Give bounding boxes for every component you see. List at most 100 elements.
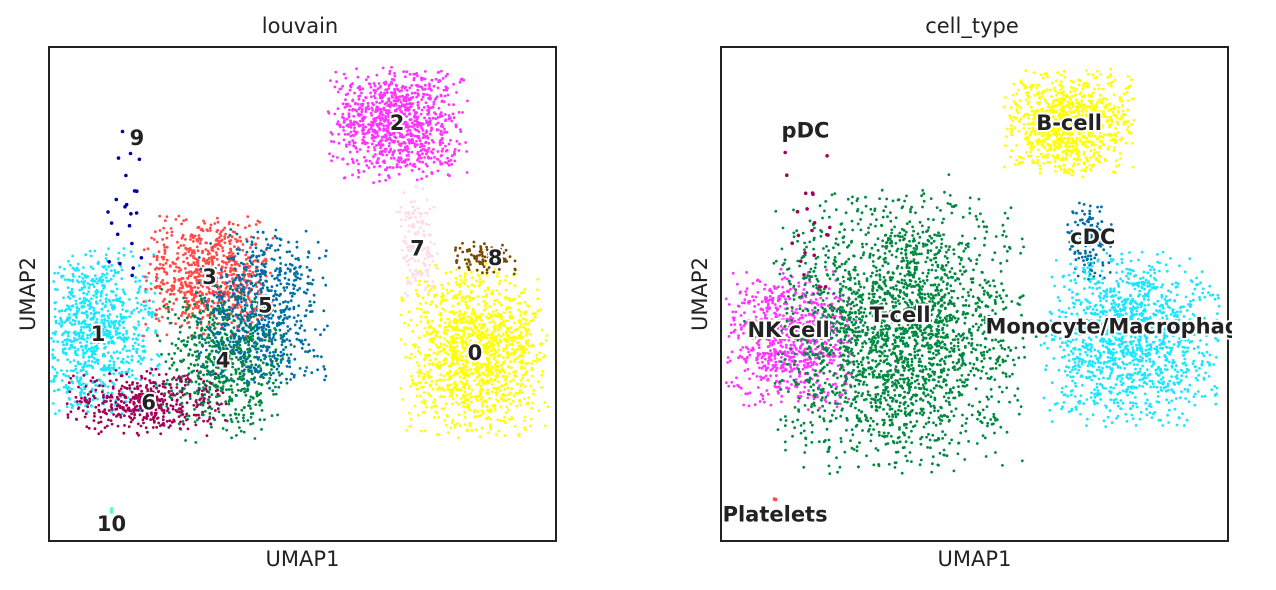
cell-point (478, 379, 482, 383)
cell-point (167, 411, 171, 414)
cell-point (160, 353, 163, 356)
cell-point (375, 105, 379, 109)
cell-point (162, 267, 166, 271)
cell-point (512, 378, 515, 382)
cell-point (178, 286, 182, 290)
cell-point (344, 93, 348, 97)
cell-point (81, 334, 85, 338)
cell-point (524, 310, 528, 314)
cell-point (275, 357, 279, 361)
cell-point (442, 298, 446, 302)
cell-point (289, 353, 293, 356)
cell-point (466, 355, 470, 358)
cell-point (449, 139, 452, 142)
cell-point (473, 357, 477, 361)
cell-point (379, 85, 382, 89)
cell-point (215, 257, 219, 261)
cell-point (191, 314, 195, 317)
cell-point (216, 340, 219, 344)
cell-point (235, 416, 238, 420)
cell-point (434, 77, 438, 81)
cell-point (193, 331, 197, 335)
cell-point (346, 123, 350, 127)
cell-point (379, 119, 382, 122)
cell-point (246, 294, 250, 298)
cell-point (408, 86, 412, 90)
cell-point (189, 362, 193, 366)
cell-point (92, 285, 96, 288)
cell-point (250, 243, 254, 247)
cell-point (105, 272, 109, 276)
cell-point (239, 310, 243, 314)
cell-point (432, 363, 435, 367)
cell-point (462, 316, 466, 319)
cell-point (423, 357, 426, 361)
cell-point (293, 345, 296, 348)
cell-point (442, 359, 446, 363)
cell-point (392, 156, 396, 160)
cell-point (182, 219, 186, 223)
cell-point (529, 319, 532, 323)
cell-point (62, 331, 66, 335)
cell-point (316, 240, 320, 244)
cell-point (503, 370, 507, 374)
cell-point (521, 345, 525, 349)
cell-point (267, 339, 271, 343)
cell-point (78, 336, 82, 340)
cell-point (156, 317, 160, 321)
cell-point (425, 175, 428, 178)
cell-point (407, 310, 411, 314)
cell-point (195, 326, 199, 330)
cell-point (278, 328, 282, 332)
cell-point (175, 383, 179, 386)
cell-point (127, 367, 131, 371)
cell-point (100, 307, 104, 311)
cell-point (244, 253, 248, 257)
cell-point (194, 441, 198, 444)
cell-point (195, 269, 198, 273)
cell-point (207, 287, 211, 291)
cell-point (387, 109, 390, 112)
cell-point (203, 296, 207, 300)
cell-point (212, 256, 216, 259)
cell-point (260, 428, 263, 431)
cell-point (206, 314, 210, 317)
cell-point (499, 405, 503, 409)
cell-point (508, 314, 512, 317)
cell-point (462, 368, 465, 371)
cell-point (492, 357, 496, 361)
cell-point (276, 413, 279, 417)
cell-point (212, 290, 216, 294)
cell-point (378, 96, 382, 100)
cell-point (251, 334, 255, 338)
cell-point (112, 366, 116, 369)
cell-point (62, 385, 66, 389)
cell-point (488, 425, 492, 428)
cell-point (478, 316, 482, 320)
cell-point (509, 360, 512, 364)
cell-point (157, 362, 161, 366)
cell-point (182, 253, 185, 257)
cell-point (408, 356, 412, 360)
cell-point (314, 328, 317, 331)
cell-point (229, 373, 233, 376)
cell-point (402, 140, 406, 144)
cell-point (232, 334, 236, 338)
cell-point (205, 258, 209, 262)
cell-point (497, 282, 501, 285)
cell-point (476, 273, 480, 277)
cell-point (417, 283, 421, 287)
cell-point (379, 91, 383, 94)
cell-point (215, 253, 219, 257)
cell-point (268, 371, 272, 375)
cell-point (221, 364, 224, 368)
cell-point (142, 334, 146, 338)
cell-point (447, 163, 451, 167)
cell-point (229, 418, 233, 421)
cell-point (116, 336, 120, 340)
cell-point (230, 388, 234, 391)
cell-point (433, 416, 436, 419)
cell-point (207, 322, 211, 326)
cell-point (230, 436, 234, 440)
cell-point (394, 100, 398, 103)
